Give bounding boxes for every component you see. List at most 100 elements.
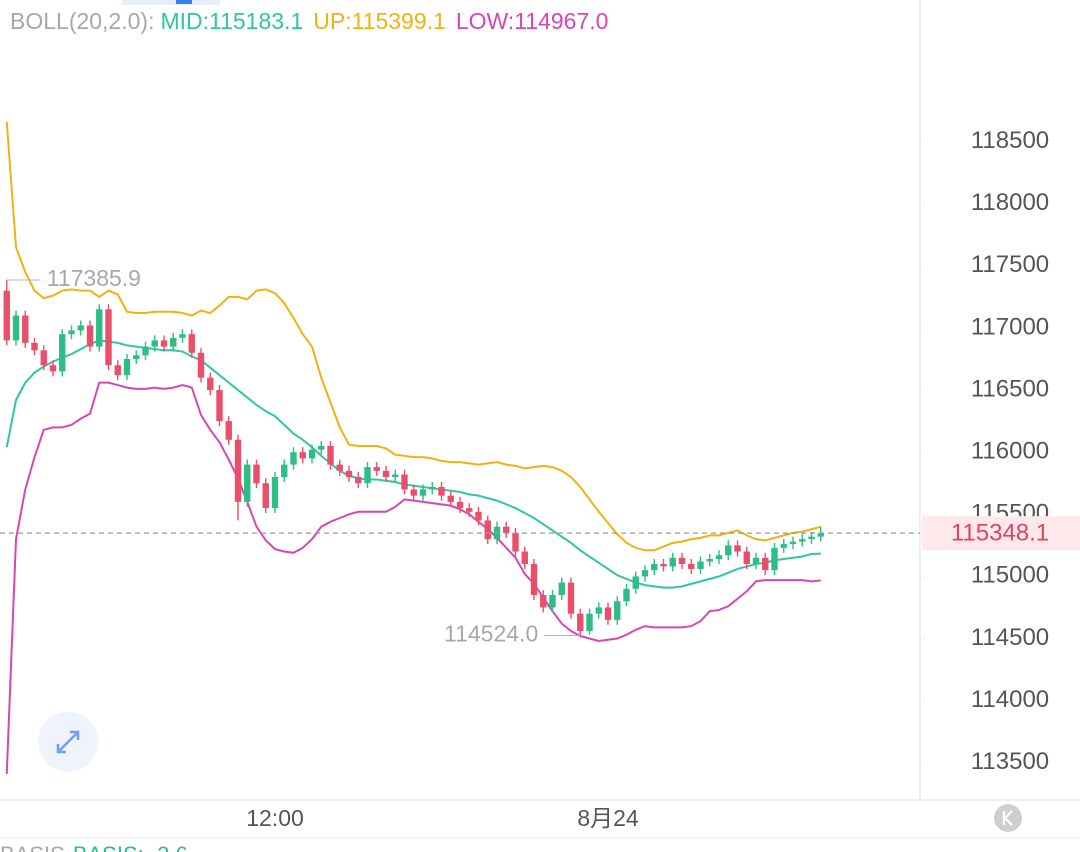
candle-body xyxy=(530,563,538,596)
candle-body xyxy=(586,613,593,632)
candle-body xyxy=(419,489,427,496)
candle-body xyxy=(96,309,103,347)
candle-body xyxy=(327,445,334,465)
x-tick-label: 12:00 xyxy=(246,805,304,831)
candle-body xyxy=(447,495,454,502)
logo xyxy=(994,804,1022,832)
expand-icon[interactable] xyxy=(56,730,80,754)
x-tick-label: 8月24 xyxy=(577,805,639,831)
candle-body xyxy=(197,352,205,378)
plot: 1135001140001145001150001155001160001165… xyxy=(0,121,1049,831)
y-tick-label: 117500 xyxy=(971,251,1049,278)
candle-body xyxy=(49,365,57,372)
candle-body xyxy=(410,489,417,496)
candle-body xyxy=(752,557,760,564)
expand-button[interactable] xyxy=(38,712,98,772)
logo-bg xyxy=(994,804,1022,832)
candle-body xyxy=(271,477,279,509)
candle-body xyxy=(789,541,797,545)
candle-body xyxy=(244,464,251,502)
candle-body xyxy=(179,334,186,338)
candle-body xyxy=(817,533,824,537)
candle-body xyxy=(604,607,612,620)
candle-body xyxy=(567,582,575,614)
last-price-box xyxy=(922,516,1080,551)
candle-body xyxy=(345,470,353,478)
candle-body xyxy=(678,557,686,564)
candle-body xyxy=(364,467,371,484)
candle-body xyxy=(68,330,75,335)
band-line xyxy=(5,121,821,552)
band-line xyxy=(5,339,821,589)
candle-body xyxy=(22,315,29,343)
y-tick-label: 118500 xyxy=(971,127,1049,154)
candle-body xyxy=(142,346,149,356)
last-price-label: 115348.1 xyxy=(951,519,1049,546)
candle-body xyxy=(503,526,510,533)
candle-body xyxy=(12,315,20,341)
candle-body xyxy=(697,561,704,569)
candle-body xyxy=(225,421,232,440)
candle-body xyxy=(549,595,556,608)
candle-body xyxy=(762,557,769,571)
tab-marker xyxy=(176,0,192,4)
candle-body xyxy=(614,601,621,620)
candle-body xyxy=(669,557,676,567)
y-tick-label: 118000 xyxy=(971,189,1049,216)
candle-body xyxy=(59,334,66,372)
y-tick-label: 115000 xyxy=(971,562,1049,589)
candle-body xyxy=(160,340,168,347)
candle-body xyxy=(253,464,260,484)
candle-body xyxy=(715,555,723,560)
band-line xyxy=(5,381,821,774)
candle-body xyxy=(114,365,121,376)
candle-body xyxy=(651,563,658,571)
candle-body xyxy=(706,559,713,562)
candle-body xyxy=(484,520,491,540)
tab-indicator xyxy=(122,0,220,5)
candle-body xyxy=(77,325,84,331)
y-tick-label: 116500 xyxy=(971,375,1049,402)
candle-body xyxy=(808,536,815,540)
candle-body xyxy=(401,474,408,490)
candle-body xyxy=(521,551,528,564)
legend-low: LOW:114967.0 xyxy=(456,8,609,34)
candle-body xyxy=(234,439,242,502)
legend-up: UP:115399.1 xyxy=(313,8,446,34)
candle-body xyxy=(466,508,473,512)
logo-icon xyxy=(1002,810,1013,826)
y-tick-label: 117000 xyxy=(971,313,1049,340)
candle-body xyxy=(290,452,297,465)
sub-indicator-header: BASIS BASIS: -2.6 xyxy=(0,842,188,852)
candle-body xyxy=(105,309,112,366)
candle-body xyxy=(262,483,269,509)
sub-indicator-value: BASIS: -2.6 xyxy=(73,842,188,852)
candle-body xyxy=(40,350,47,366)
candle-body xyxy=(688,563,695,569)
max-label: 117385.9 xyxy=(47,265,141,291)
candle-body xyxy=(31,342,38,351)
candle-body xyxy=(799,539,806,542)
candle-body xyxy=(512,532,519,552)
y-tick-label: 114000 xyxy=(971,686,1049,713)
y-tick-label: 114500 xyxy=(971,624,1049,651)
candle-body xyxy=(577,613,584,632)
candle-body xyxy=(188,334,195,353)
candle-body xyxy=(780,544,787,548)
candle-body xyxy=(299,452,306,459)
candle-body xyxy=(475,511,482,521)
candle-body xyxy=(743,551,750,564)
candle-body xyxy=(281,464,288,478)
y-tick-label: 116000 xyxy=(971,438,1049,465)
candle-body xyxy=(382,470,390,478)
candle-body xyxy=(660,563,667,567)
candle-body xyxy=(623,588,630,602)
candle-body xyxy=(207,377,214,391)
indicator-header: BOLL(20,2.0): MID:115183.1 UP:115399.1 LOW:… xyxy=(10,8,608,34)
candle-body xyxy=(429,486,436,490)
sub-indicator-name: BASIS xyxy=(0,842,65,852)
candle-body xyxy=(151,340,158,347)
candle-body xyxy=(318,445,325,450)
candle-body xyxy=(392,474,399,478)
